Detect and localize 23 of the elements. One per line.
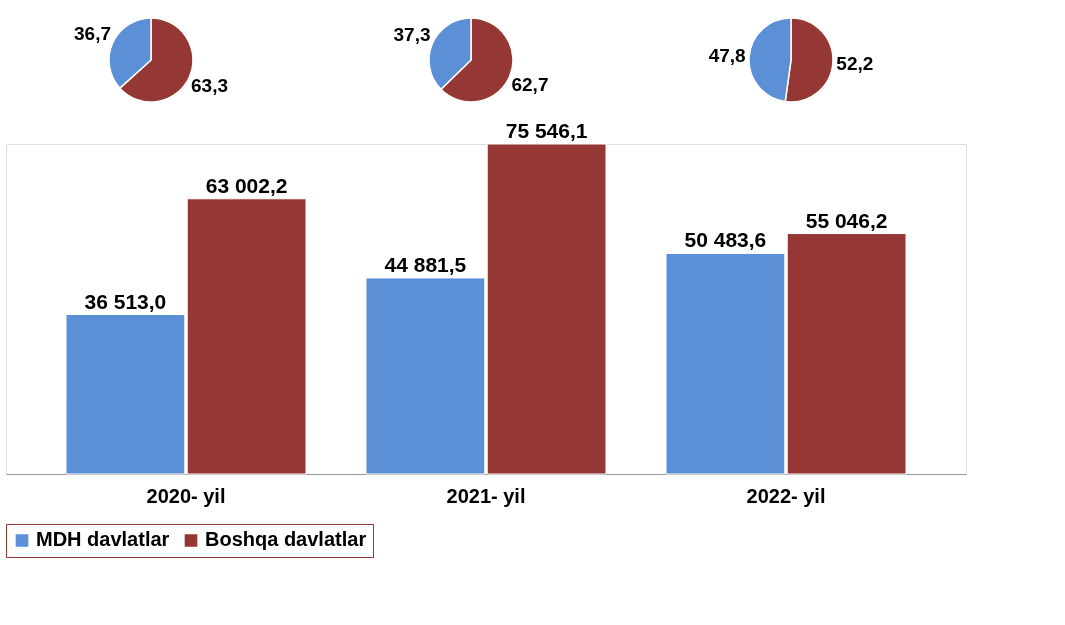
data-label: 63,3 [191,74,228,96]
data-label: 62,7 [511,73,549,95]
data-label: 55 046,2 [805,208,888,232]
bar [65,314,186,475]
data-label: 52,2 [836,53,874,75]
bar [665,252,786,475]
data-label: 36 513,0 [84,289,167,313]
bar [786,233,907,475]
x-tick-label: 2020- yil [146,484,226,507]
bar [186,198,307,475]
x-tick-label: 2021- yil [446,484,526,507]
data-label: 36,7 [74,23,111,45]
x-tick-label: 2022- yil [746,484,826,507]
data-label: 37,3 [393,24,431,46]
legend-label: MDH davlatlar [36,528,170,551]
legend-label: Boshqa davlatlar [205,528,367,551]
data-label: 44 881,5 [384,252,467,276]
data-label: 63 002,2 [205,173,288,197]
data-label: 50 483,6 [684,228,767,252]
data-label: 75 546,1 [505,119,588,142]
bar [365,277,486,475]
bar [486,143,607,475]
data-label: 47,8 [708,44,746,66]
